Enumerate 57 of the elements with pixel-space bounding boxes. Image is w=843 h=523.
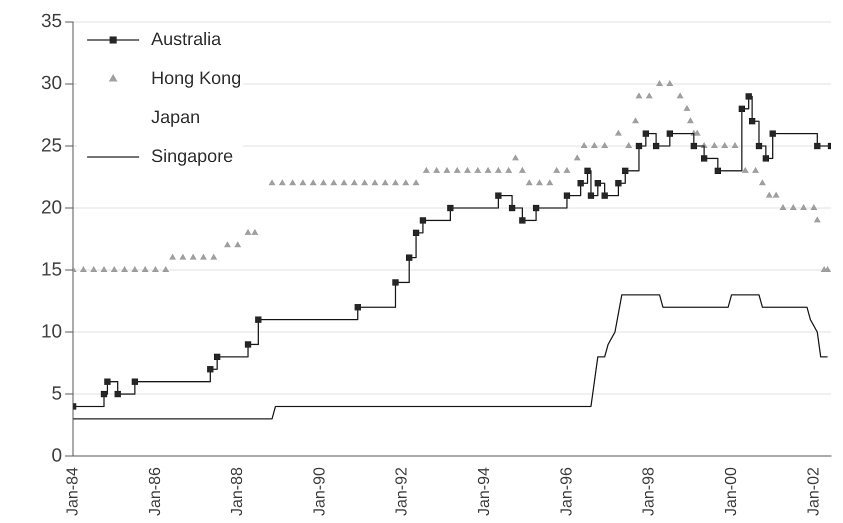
x-tick-label: Jan-02	[805, 466, 822, 516]
point	[495, 192, 502, 199]
point	[354, 304, 361, 310]
text: Japan	[151, 106, 200, 127]
y-tick-label: 35	[40, 11, 62, 32]
point	[447, 204, 454, 212]
point	[207, 366, 214, 372]
x-tick-label: Jan-84	[64, 466, 82, 516]
x-tick-label: Jan-90	[311, 466, 328, 516]
x-tick-label: Jan-86	[146, 466, 164, 516]
point	[814, 142, 820, 150]
point	[601, 192, 608, 199]
point	[748, 118, 756, 124]
point	[666, 130, 674, 137]
point	[622, 168, 628, 174]
point	[642, 130, 649, 137]
y-tick-label: 30	[40, 73, 62, 94]
y-tick-label: 15	[40, 259, 62, 280]
point	[588, 192, 594, 199]
y-tick-label: 20	[40, 197, 62, 218]
point	[615, 180, 622, 186]
x-tick-label: Jan-96	[558, 466, 576, 516]
point	[214, 354, 220, 360]
legend-label: Hong Kong	[151, 68, 242, 88]
point	[255, 316, 262, 323]
point	[714, 168, 722, 174]
point	[770, 130, 776, 137]
point	[508, 204, 516, 212]
point	[690, 142, 698, 150]
point	[114, 390, 121, 398]
y-tick-label: 5	[52, 383, 62, 404]
x-tick-label: Jan-98	[640, 466, 658, 516]
y-tick-label: 25	[40, 135, 62, 156]
point	[584, 168, 591, 174]
point	[700, 155, 708, 162]
point	[577, 180, 584, 186]
point	[132, 378, 138, 385]
y-tick-label: 10	[40, 321, 62, 342]
point	[532, 204, 540, 212]
point	[762, 155, 770, 162]
point	[104, 378, 111, 385]
point	[412, 230, 420, 236]
point	[594, 180, 601, 186]
y-tick-label: 0	[52, 445, 62, 466]
point	[406, 254, 412, 261]
legend-label: Singapore	[151, 146, 234, 166]
x-tick-label: Jan-92	[394, 466, 411, 516]
point	[738, 106, 746, 112]
x-tick-label: Jan-94	[476, 466, 494, 516]
legend-label: Australia	[151, 28, 222, 49]
x-tick-label: Jan-00	[722, 466, 740, 516]
point	[652, 142, 660, 150]
point	[519, 217, 526, 224]
point	[420, 217, 426, 224]
point	[564, 192, 570, 199]
point	[746, 93, 752, 100]
x-tick-label: Jan-88	[229, 466, 246, 516]
